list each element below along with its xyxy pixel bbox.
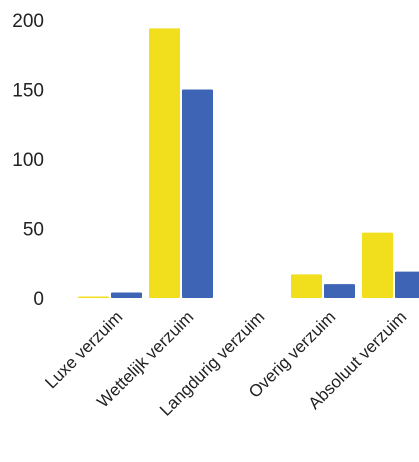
bar-blue-1	[182, 89, 213, 298]
bar-yellow-3	[291, 274, 322, 298]
bar-yellow-0	[78, 296, 109, 298]
bar-yellow-1	[149, 28, 180, 299]
bar-blue-3	[324, 284, 355, 298]
y-axis: 0 50 100 150 200	[12, 11, 44, 310]
bars	[78, 28, 419, 299]
y-tick-label: 200	[12, 11, 44, 32]
y-tick-label: 100	[12, 150, 44, 171]
y-tick-label: 150	[12, 81, 44, 102]
y-tick-label: 50	[23, 220, 44, 241]
bar-blue-4	[395, 271, 419, 298]
bar-blue-0	[111, 292, 142, 298]
bar-yellow-4	[362, 232, 393, 298]
y-tick-label: 0	[33, 289, 44, 310]
